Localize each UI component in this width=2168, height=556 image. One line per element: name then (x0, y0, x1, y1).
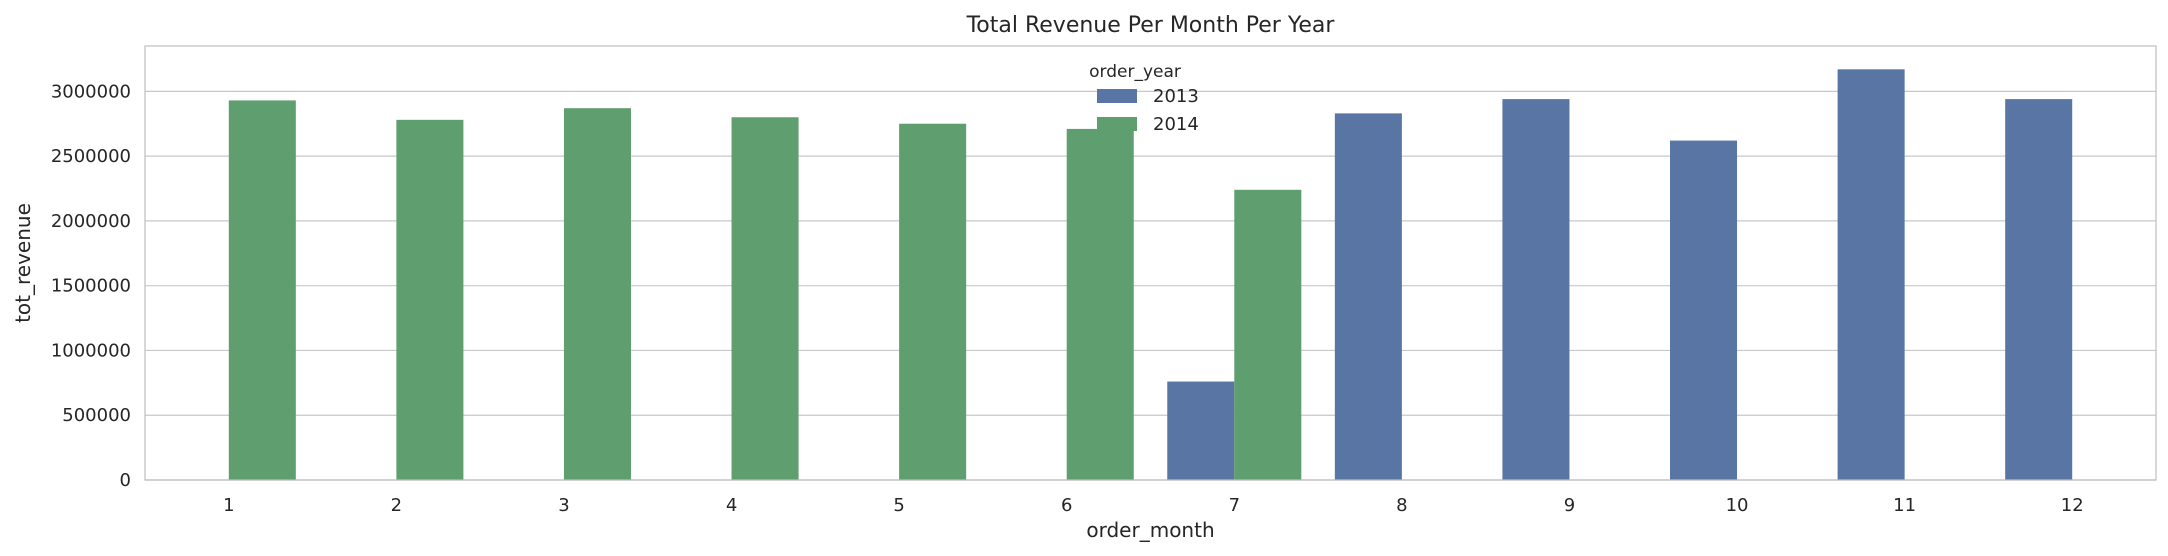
legend: order_year 2013 2014 (1089, 62, 1199, 135)
x-tick-label: 6 (1061, 495, 1072, 516)
y-axis-ticks: 0 500000 1000000 1500000 2000000 2500000 30000… (51, 81, 131, 491)
x-tick-label: 12 (2061, 495, 2084, 516)
y-tick-label: 2000000 (51, 211, 131, 232)
bar-2013-month-7 (1167, 381, 1235, 480)
y-tick-label: 500000 (62, 405, 131, 426)
legend-title: order_year (1089, 62, 1181, 82)
y-tick-label: 2500000 (51, 146, 131, 167)
bar-2014-month-2 (396, 119, 464, 480)
bar-2014-month-6 (1066, 128, 1134, 480)
x-tick-label: 2 (391, 495, 402, 516)
bar-2014-month-4 (731, 117, 799, 481)
bar-2013-month-12 (2005, 99, 2073, 480)
y-tick-label: 0 (120, 470, 131, 491)
x-tick-label: 3 (558, 495, 569, 516)
legend-swatch-2013 (1097, 89, 1137, 103)
y-tick-label: 1500000 (51, 276, 131, 297)
bar-2013-month-10 (1670, 140, 1738, 481)
bar-2014-month-1 (228, 100, 296, 481)
bar-2013-month-11 (1837, 69, 1905, 481)
x-tick-label: 1 (223, 495, 234, 516)
legend-label-2014: 2014 (1153, 114, 1199, 135)
x-tick-label: 4 (726, 495, 737, 516)
x-tick-label: 7 (1229, 495, 1240, 516)
x-tick-label: 5 (893, 495, 904, 516)
x-tick-label: 9 (1564, 495, 1575, 516)
x-tick-label: 8 (1396, 495, 1407, 516)
y-tick-label: 1000000 (51, 340, 131, 361)
bar-2014-month-3 (563, 108, 631, 481)
x-axis-label: order_month (1086, 518, 1214, 542)
y-axis-label: tot_revenue (11, 203, 35, 323)
legend-swatch-2014 (1097, 117, 1137, 131)
bar-2013-month-8 (1334, 113, 1402, 481)
x-tick-label: 11 (1893, 495, 1916, 516)
x-axis-ticks: 1 2 3 4 5 6 7 8 9 10 11 12 (223, 495, 2084, 516)
legend-label-2013: 2013 (1153, 86, 1199, 107)
plot-frame (144, 45, 2157, 481)
y-tick-label: 3000000 (51, 81, 131, 102)
x-tick-label: 10 (1726, 495, 1749, 516)
bar-2014-month-5 (899, 123, 967, 480)
bars (228, 69, 2073, 481)
bar-2014-month-7 (1234, 189, 1302, 480)
grid-lines (145, 90, 2156, 481)
bar-2013-month-9 (1502, 99, 1570, 480)
chart-title: Total Revenue Per Month Per Year (966, 13, 1336, 38)
